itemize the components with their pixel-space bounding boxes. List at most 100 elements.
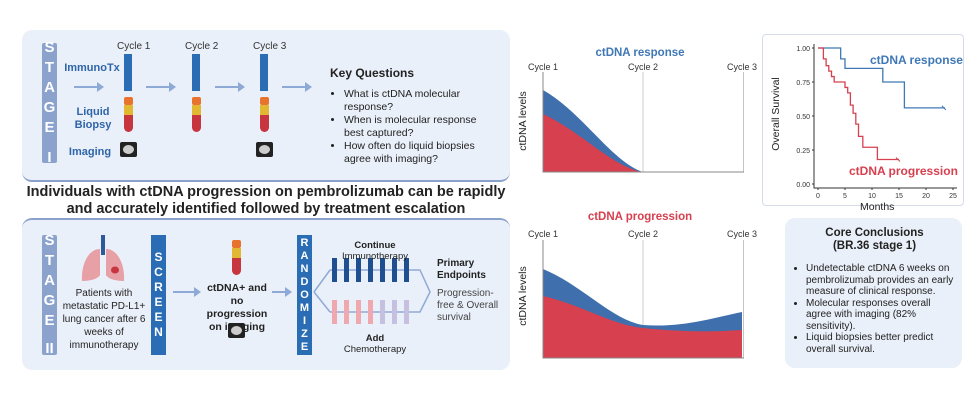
x-tick-label: 10	[868, 193, 876, 200]
immunotx-bar	[192, 54, 200, 91]
letter: C	[154, 265, 163, 279]
immunotx-bar	[260, 54, 268, 91]
letter: T	[44, 252, 55, 269]
letter: G	[43, 99, 56, 116]
y-tick-label: 0.25	[796, 148, 810, 155]
imaging-label: Imaging	[68, 146, 112, 158]
blood-tube-icon	[260, 97, 269, 134]
letter: A	[300, 249, 309, 262]
ctdna-red-area	[543, 114, 643, 172]
liquid-biopsy-label: Liquid Biopsy	[74, 106, 112, 131]
arrow-icon	[272, 287, 292, 297]
letter: E	[300, 340, 309, 353]
letter: M	[299, 301, 310, 314]
x-tick-label: 0	[816, 193, 820, 200]
letter: E	[154, 295, 163, 309]
km-ylabel: Overall Survival	[770, 77, 782, 151]
y-tick-label: 1.00	[796, 46, 810, 53]
letter: Z	[301, 327, 308, 340]
question: When is molecular response best captured…	[344, 114, 480, 140]
km-axes	[813, 44, 957, 189]
cycle-label: Cycle 3	[727, 62, 758, 72]
question: What is ctDNA molecular response?	[344, 88, 480, 114]
x-tick-label: 20	[922, 193, 930, 200]
letter: O	[300, 288, 309, 301]
ct-scan-icon	[120, 142, 137, 157]
patients-text: Patients with metastatic PD-L1+ lung can…	[62, 288, 146, 351]
arrow-icon	[215, 82, 245, 92]
x-tick-label: 15	[895, 193, 903, 200]
legend-progression: ctDNA progression	[849, 164, 958, 178]
endpoints-text: Progression-free & Overall survival	[437, 288, 499, 323]
censor-mark	[895, 157, 901, 162]
immunotx-bar	[124, 54, 132, 91]
response-plot-ylabel: ctDNA levels	[517, 91, 529, 151]
y-tick-label: 0.50	[796, 114, 810, 121]
progression-plot-title: ctDNA progression	[587, 211, 693, 223]
conclusion-item: Liquid biopsies better predict overall s…	[806, 332, 957, 355]
letter: E	[44, 312, 55, 329]
conclusion-item: Undetectable ctDNA 6 weeks on pembrolizu…	[806, 263, 957, 298]
km-xlabel: Months	[860, 201, 895, 213]
arm-title: Add	[365, 333, 385, 344]
treatment-arms-diagram	[313, 258, 431, 324]
blood-tube-icon	[232, 240, 241, 277]
letter: S	[44, 39, 55, 56]
cycle-label: Cycle 3	[727, 229, 758, 239]
arm-text: Chemotherapy	[343, 344, 407, 355]
key-questions-title: Key Questions	[330, 66, 415, 80]
km-curve-progression	[818, 47, 899, 161]
cycle-label: Cycle 3	[253, 41, 287, 52]
censor-mark	[941, 105, 947, 111]
km-curve-response	[818, 47, 945, 109]
legend-response: ctDNA response	[870, 53, 963, 67]
immunotx-label: ImmunoTx	[64, 62, 120, 74]
headline-line: Individuals with ctDNA progression on pe…	[26, 184, 506, 200]
letter: S	[154, 250, 163, 264]
letter: R	[300, 236, 309, 249]
progression-plot-ylabel: ctDNA levels	[517, 266, 529, 326]
lungs-icon	[81, 235, 125, 281]
letter: D	[300, 275, 309, 288]
cycle-label: Cycle 1	[528, 62, 559, 72]
headline-line: and accurately identified followed by tr…	[66, 201, 466, 217]
letter: A	[44, 79, 55, 96]
arrow-icon	[146, 82, 176, 92]
response-area-plot	[542, 72, 744, 173]
conclusions-panel	[785, 218, 962, 368]
primary-endpoints: Primary Endpoints Progression-free & Ove…	[437, 258, 499, 324]
arm-title: Continue	[354, 240, 396, 251]
letter: S	[44, 232, 55, 249]
cycle-label: Cycle 1	[528, 229, 559, 239]
conclusions-title: Core Conclusions	[825, 227, 924, 239]
letter: N	[154, 325, 163, 339]
letter: I	[47, 149, 52, 166]
conclusions-subtitle: (BR.36 stage 1)	[832, 240, 917, 252]
blood-tube-icon	[124, 97, 133, 134]
letter: T	[44, 59, 55, 76]
headline: Individuals with ctDNA progression on pe…	[22, 184, 510, 218]
response-plot-title: ctDNA response	[595, 47, 685, 59]
progression-area-plot	[542, 240, 744, 359]
cycle-label: Cycle 2	[628, 229, 659, 239]
x-tick-label: 25	[949, 193, 957, 200]
letter: I	[302, 314, 307, 327]
key-questions: Key Questions What is ctDNA molecular re…	[330, 66, 480, 166]
arrow-icon	[74, 82, 104, 92]
question: How often do liquid biopsies agree with …	[344, 140, 480, 166]
ctdna-red-area	[543, 296, 742, 358]
conclusions: Core Conclusions (BR.36 stage 1) Undetec…	[792, 227, 957, 355]
arm-add: Add Chemotherapy	[330, 333, 420, 355]
arm-text: Immunotherapy	[341, 251, 408, 262]
letter: N	[300, 262, 309, 275]
letter: II	[45, 340, 54, 357]
ct-scan-icon	[256, 142, 273, 157]
km-plot-box	[762, 34, 964, 206]
conclusion-item: Molecular responses overall agree with i…	[806, 298, 957, 333]
endpoints-title: Primary Endpoints	[437, 258, 486, 281]
letter: R	[154, 280, 163, 294]
arm-continue: Continue Immunotherapy	[330, 240, 420, 262]
cycle-label: Cycle 2	[628, 62, 659, 72]
